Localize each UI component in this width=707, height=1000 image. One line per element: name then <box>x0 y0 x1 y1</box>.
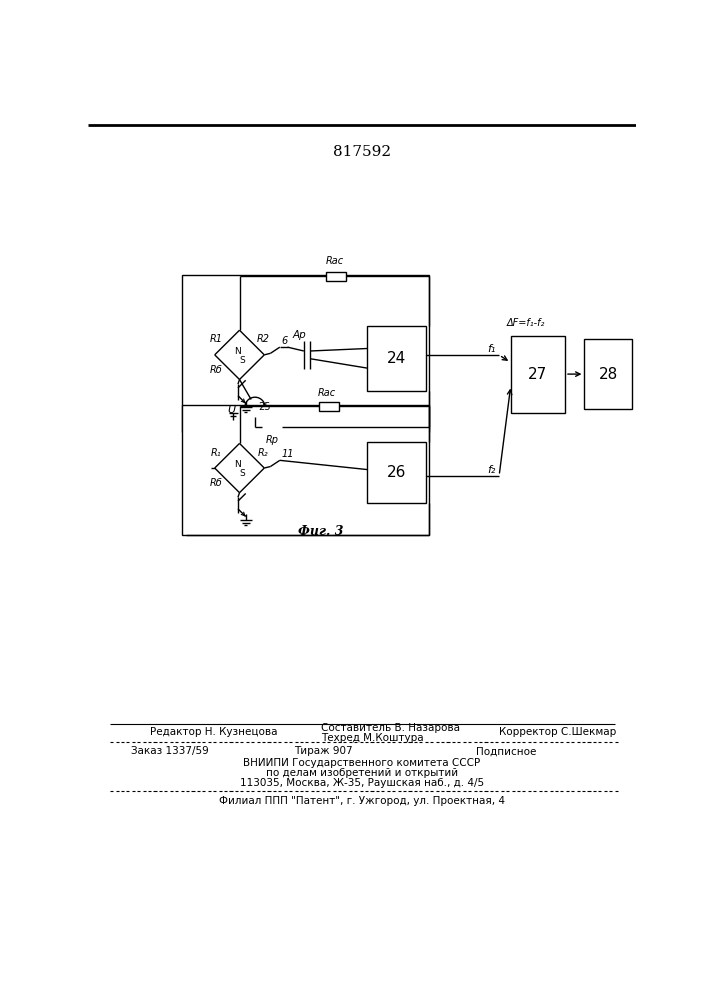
Text: 6: 6 <box>281 336 288 346</box>
Text: Фиг. 3: Фиг. 3 <box>298 525 344 538</box>
Text: f₁: f₁ <box>488 344 496 354</box>
Text: U: U <box>227 405 235 415</box>
Text: Rб: Rб <box>210 478 223 488</box>
Bar <box>510 336 565 413</box>
Text: S: S <box>239 356 245 365</box>
Text: Ар: Ар <box>293 330 307 340</box>
Text: ΔF=f₁-f₂: ΔF=f₁-f₂ <box>507 318 545 328</box>
Text: 28: 28 <box>599 367 618 382</box>
Bar <box>245 335 259 350</box>
Bar <box>319 402 339 411</box>
Text: 25: 25 <box>258 402 271 412</box>
Bar <box>262 422 282 433</box>
Text: f₂: f₂ <box>488 465 496 475</box>
Text: Филиал ППП "Патент", г. Ужгород, ул. Проектная, 4: Филиал ППП "Патент", г. Ужгород, ул. Про… <box>219 796 505 806</box>
Bar <box>245 360 259 374</box>
Text: 11: 11 <box>281 449 294 459</box>
Bar <box>182 405 429 535</box>
Text: по делам изобретений и открытий: по делам изобретений и открытий <box>266 768 458 778</box>
Text: Тираж 907: Тираж 907 <box>293 746 352 756</box>
Text: Rб: Rб <box>210 365 223 375</box>
Text: 26: 26 <box>387 465 406 480</box>
Bar <box>585 339 633 409</box>
Bar <box>220 449 234 463</box>
Text: Редактор Н. Кузнецова: Редактор Н. Кузнецова <box>151 727 278 737</box>
Text: Rp: Rp <box>266 435 279 445</box>
Bar <box>220 473 234 487</box>
Text: 24: 24 <box>387 351 406 366</box>
Text: R2: R2 <box>256 334 269 344</box>
Text: Подписное: Подписное <box>476 746 536 756</box>
Text: Rac: Rac <box>326 256 344 266</box>
Bar <box>220 360 234 374</box>
Bar <box>368 442 426 503</box>
Text: Техред М.Коштура: Техред М.Коштура <box>321 733 423 743</box>
Text: Rac: Rac <box>318 388 336 398</box>
Text: ВНИИПИ Государственного комитета СССР: ВНИИПИ Государственного комитета СССР <box>243 758 481 768</box>
Text: 113035, Москва, Ж-35, Раушская наб., д. 4/5: 113035, Москва, Ж-35, Раушская наб., д. … <box>240 778 484 788</box>
Bar <box>245 473 259 487</box>
Text: R₁: R₁ <box>211 448 221 458</box>
Text: 27: 27 <box>528 367 547 382</box>
Bar <box>368 326 426 391</box>
Bar <box>182 275 429 432</box>
Text: 817592: 817592 <box>333 145 391 159</box>
Text: Составитель В. Назарова: Составитель В. Назарова <box>321 723 460 733</box>
Bar <box>245 449 259 463</box>
Text: N: N <box>234 460 240 469</box>
Circle shape <box>245 397 265 417</box>
Bar <box>220 335 234 350</box>
Text: S: S <box>239 469 245 478</box>
Text: Корректор С.Шекмар: Корректор С.Шекмар <box>499 727 617 737</box>
Text: N: N <box>234 347 240 356</box>
Text: R1: R1 <box>210 334 223 344</box>
Text: R₂: R₂ <box>257 448 268 458</box>
Bar <box>327 272 346 281</box>
Text: Заказ 1337/59: Заказ 1337/59 <box>131 746 209 756</box>
